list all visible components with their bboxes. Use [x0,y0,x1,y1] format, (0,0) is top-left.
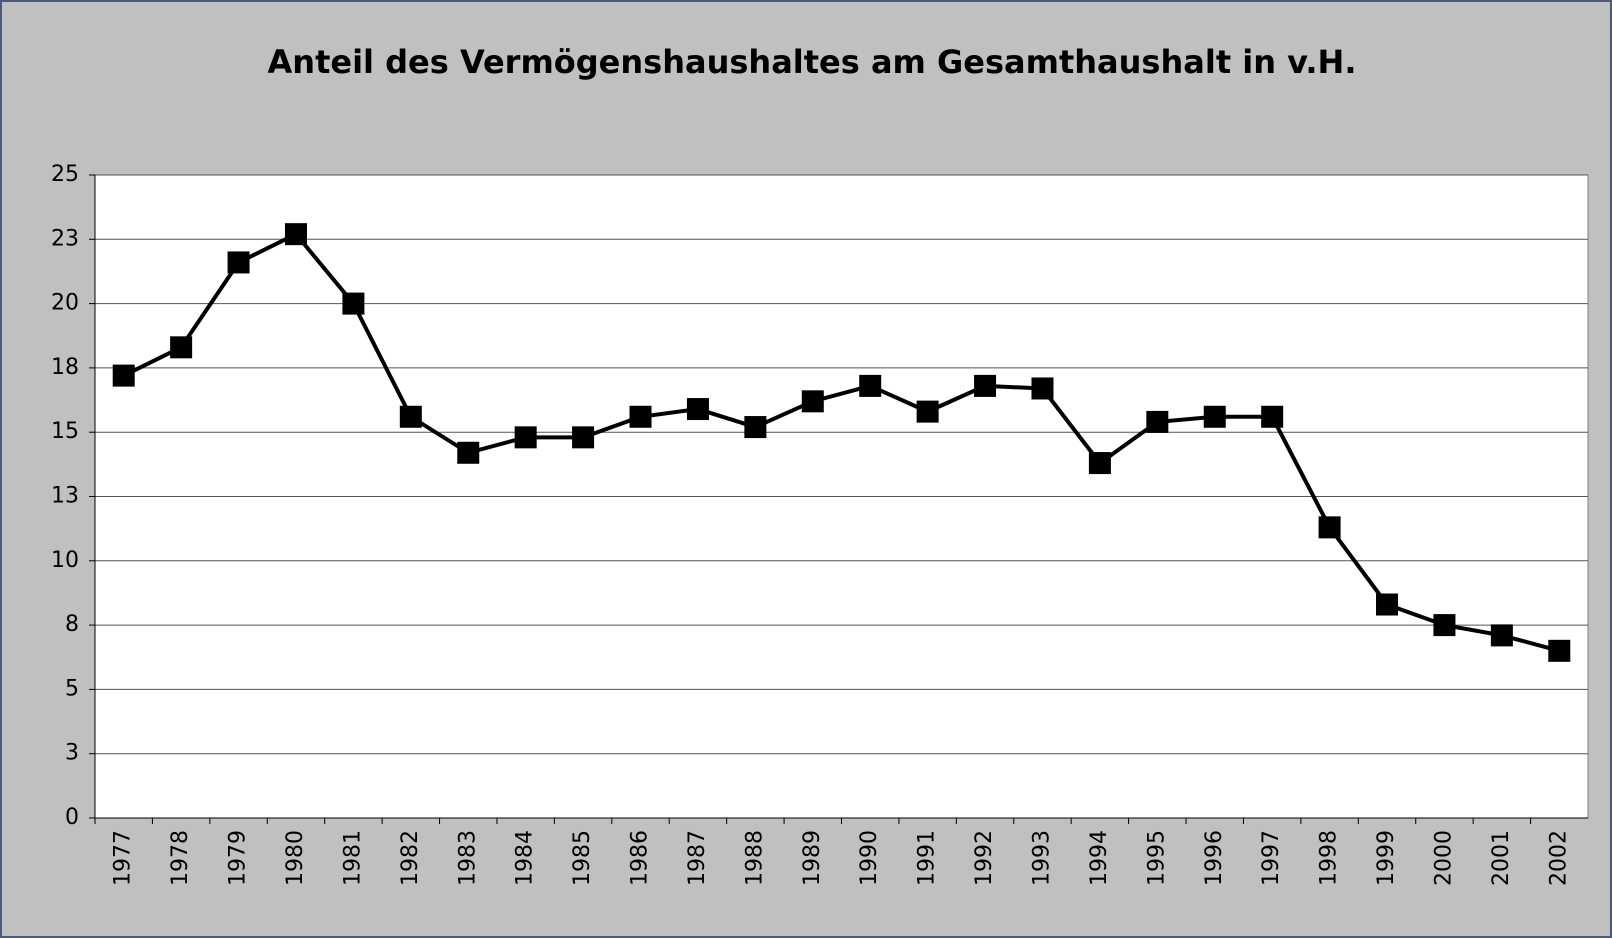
x-tick-label: 1980 [283,830,308,886]
marker [686,398,709,421]
marker [399,405,422,428]
x-tick-label: 1996 [1202,830,1227,886]
marker [457,441,480,464]
x-tick-label: 2001 [1489,830,1514,886]
y-tick-label: 10 [51,548,79,573]
x-tick-label: 1989 [800,830,825,886]
x-tick-label: 1981 [340,830,365,886]
x-tick-label: 1984 [513,830,538,886]
x-tick-label: 1995 [1144,830,1169,886]
x-tick-label: 1992 [972,830,997,886]
x-tick-label: 1994 [1087,830,1112,886]
x-tick-label: 1998 [1317,830,1342,886]
marker [572,426,595,449]
y-tick-label: 20 [51,291,79,316]
marker [801,390,824,413]
marker [744,416,767,439]
x-tick-label: 2000 [1431,830,1456,886]
marker [1203,405,1226,428]
marker [112,364,135,387]
x-tick-label: 1986 [628,830,653,886]
marker [514,426,537,449]
x-tick-label: 1991 [915,830,940,886]
x-tick-label: 1990 [857,830,882,886]
y-tick-label: 15 [51,419,79,444]
marker [1490,624,1513,647]
x-tick-label: 1982 [398,830,423,886]
y-tick-label: 25 [51,162,79,187]
y-tick-label: 8 [65,612,79,637]
marker [859,374,882,397]
x-tick-label: 1987 [685,830,710,886]
x-tick-label: 2002 [1546,830,1571,886]
y-tick-label: 13 [51,484,79,509]
chart-title: Anteil des Vermögenshaushaltes am Gesamt… [268,43,1357,81]
marker [1146,410,1169,433]
x-tick-label: 1979 [226,830,251,886]
y-tick-label: 18 [51,355,79,380]
line [122,231,1560,653]
x-tick-label: 1985 [570,830,595,886]
y-tick-label: 3 [65,741,79,766]
marker [1031,377,1054,400]
marker [916,400,939,423]
marker [1261,405,1284,428]
marker [1548,639,1571,662]
marker [1318,516,1341,539]
marker [342,292,365,315]
x-tick-label: 1993 [1029,830,1054,886]
x-tick-label: 1978 [168,830,193,886]
marker [629,405,652,428]
marker [1088,452,1111,475]
x-tick-label: 1983 [455,830,480,886]
marker [170,336,193,359]
marker [974,374,997,397]
marker [284,223,307,246]
marker [1433,614,1456,637]
y-tick-label: 5 [65,676,79,701]
marker [227,251,250,274]
y-tick-label: 23 [51,226,79,251]
x-tick-label: 1997 [1259,830,1284,886]
marker [1376,593,1399,616]
x-tick-label: 1999 [1374,830,1399,886]
x-tick-label: 1977 [111,830,136,886]
y-tick-label: 0 [65,805,79,830]
x-tick-label: 1988 [742,830,767,886]
